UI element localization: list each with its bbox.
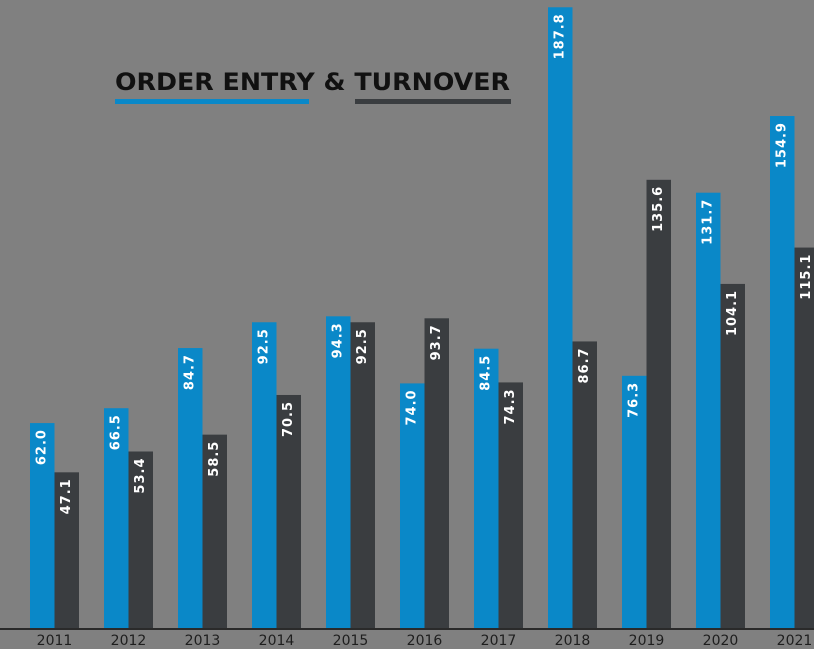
value-label: 187.8 <box>553 13 568 59</box>
value-label: 84.7 <box>183 354 198 390</box>
bar <box>326 316 351 628</box>
value-label: 131.7 <box>701 199 716 245</box>
x-tick-label: 2015 <box>333 633 369 649</box>
x-tick-label: 2014 <box>259 633 295 649</box>
x-tick-label: 2013 <box>185 633 221 649</box>
x-tick-label: 2021 <box>777 633 813 649</box>
bar <box>622 375 647 628</box>
value-label: 154.9 <box>775 122 790 168</box>
title-underline-blue <box>115 99 309 104</box>
bar <box>178 348 203 628</box>
value-label: 47.1 <box>59 478 74 514</box>
bar <box>572 341 597 628</box>
x-tick-label: 2012 <box>111 633 147 649</box>
bar <box>202 434 227 628</box>
value-label: 92.5 <box>257 328 272 364</box>
bar <box>276 394 301 628</box>
bar <box>696 192 721 628</box>
bar <box>128 451 153 628</box>
x-tick-label: 2018 <box>555 633 591 649</box>
x-tick-label: 2017 <box>481 633 517 649</box>
value-label: 74.3 <box>503 388 518 424</box>
bar <box>54 472 79 628</box>
value-label: 115.1 <box>799 254 814 300</box>
x-tick-label: 2016 <box>407 633 443 649</box>
bar <box>720 283 745 628</box>
value-label: 66.5 <box>109 414 124 450</box>
bar <box>646 179 671 628</box>
bar <box>498 382 523 628</box>
value-label: 58.5 <box>207 441 222 477</box>
value-label: 94.3 <box>331 322 346 358</box>
bar <box>424 318 449 628</box>
bar <box>252 322 277 628</box>
bar <box>30 423 55 628</box>
bar <box>474 348 499 628</box>
value-label: 62.0 <box>35 429 50 465</box>
x-tick-label: 2011 <box>37 633 73 649</box>
bar <box>104 408 129 628</box>
value-label: 76.3 <box>627 382 642 418</box>
chart-title: ORDER ENTRY & TURNOVER <box>115 68 510 96</box>
bar <box>350 322 375 628</box>
value-label: 92.5 <box>355 328 370 364</box>
bar <box>794 247 814 628</box>
bar <box>548 7 573 628</box>
x-tick-label: 2020 <box>703 633 739 649</box>
title-underline-dark <box>355 99 511 104</box>
x-tick-label: 2019 <box>629 633 665 649</box>
value-label: 86.7 <box>577 347 592 383</box>
bar <box>770 116 795 628</box>
value-label: 74.0 <box>405 389 420 425</box>
value-label: 104.1 <box>725 290 740 336</box>
value-label: 93.7 <box>429 324 444 360</box>
value-label: 135.6 <box>651 186 666 232</box>
bar <box>400 383 425 628</box>
value-label: 70.5 <box>281 401 296 437</box>
value-label: 53.4 <box>133 457 148 493</box>
value-label: 84.5 <box>479 355 494 391</box>
